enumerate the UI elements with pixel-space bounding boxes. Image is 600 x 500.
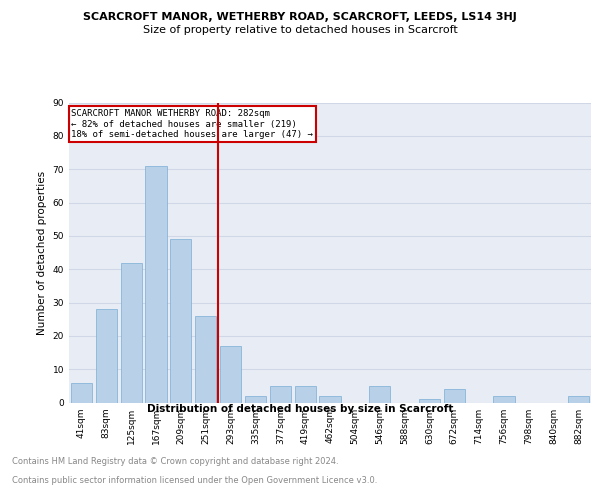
Bar <box>220 346 241 403</box>
Text: SCARCROFT MANOR, WETHERBY ROAD, SCARCROFT, LEEDS, LS14 3HJ: SCARCROFT MANOR, WETHERBY ROAD, SCARCROF… <box>83 12 517 22</box>
Bar <box>369 386 390 402</box>
Bar <box>121 262 142 402</box>
Y-axis label: Number of detached properties: Number of detached properties <box>37 170 47 334</box>
Text: Contains HM Land Registry data © Crown copyright and database right 2024.: Contains HM Land Registry data © Crown c… <box>12 458 338 466</box>
Bar <box>493 396 515 402</box>
Bar <box>170 239 191 402</box>
Bar <box>195 316 216 402</box>
Text: Contains public sector information licensed under the Open Government Licence v3: Contains public sector information licen… <box>12 476 377 485</box>
Text: Size of property relative to detached houses in Scarcroft: Size of property relative to detached ho… <box>143 25 457 35</box>
Text: Distribution of detached houses by size in Scarcroft: Distribution of detached houses by size … <box>147 404 453 414</box>
Bar <box>270 386 291 402</box>
Bar <box>444 389 465 402</box>
Bar <box>295 386 316 402</box>
Text: SCARCROFT MANOR WETHERBY ROAD: 282sqm
← 82% of detached houses are smaller (219): SCARCROFT MANOR WETHERBY ROAD: 282sqm ← … <box>71 109 313 139</box>
Bar <box>419 399 440 402</box>
Bar <box>568 396 589 402</box>
Bar <box>96 309 117 402</box>
Bar <box>145 166 167 402</box>
Bar <box>71 382 92 402</box>
Bar <box>245 396 266 402</box>
Bar <box>319 396 341 402</box>
